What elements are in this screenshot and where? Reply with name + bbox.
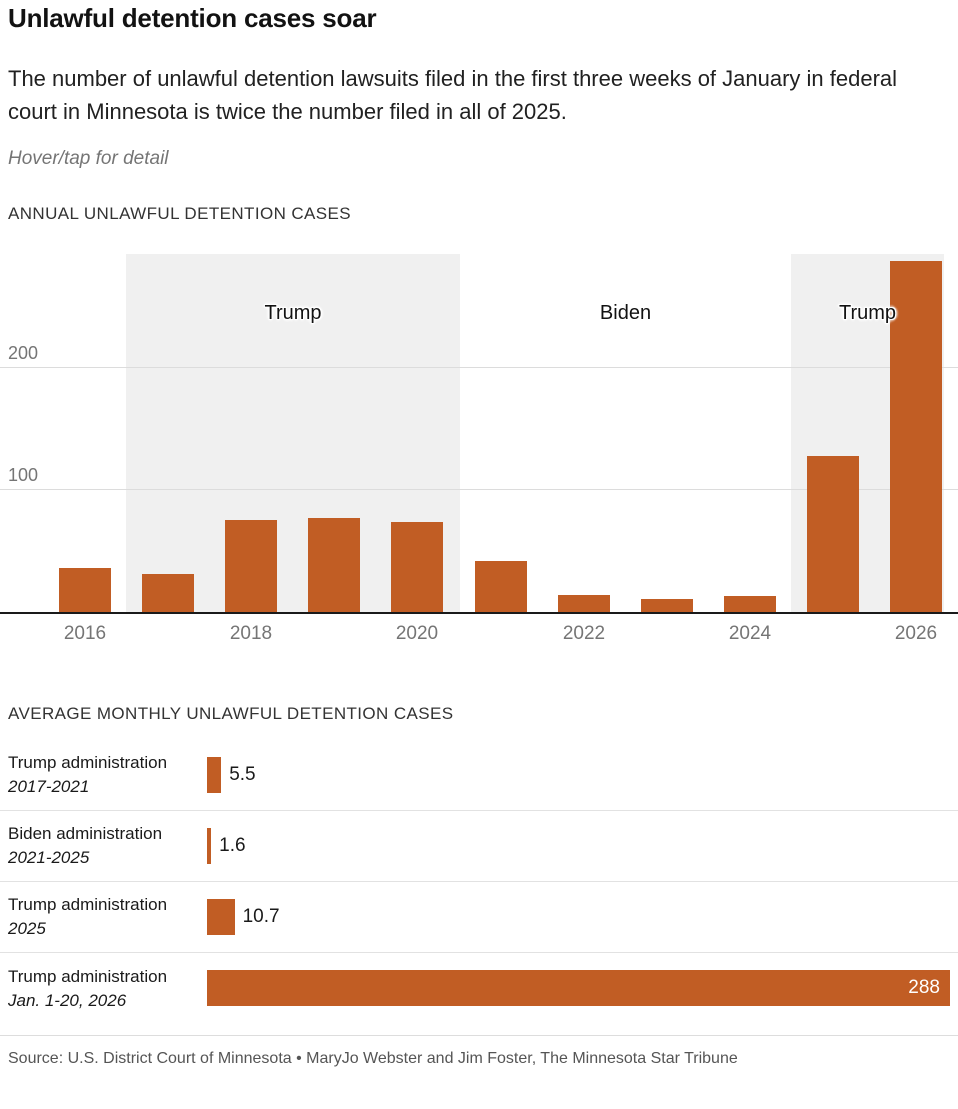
monthly-bar-area: 5.5 — [207, 756, 950, 793]
annual-bar-2024[interactable] — [724, 595, 776, 612]
y-tick-label: 200 — [8, 342, 39, 363]
annual-section-label: ANNUAL UNLAWFUL DETENTION CASES — [8, 203, 352, 223]
gridline — [0, 488, 958, 490]
source-credit: Source: U.S. District Court of Minnesota… — [0, 1034, 958, 1080]
monthly-bar[interactable]: 288 — [207, 970, 950, 1007]
monthly-bar-area: 288 — [207, 970, 950, 1007]
monthly-section-label: AVERAGE MONTHLY UNLAWFUL DETENTION CASES — [8, 703, 454, 723]
monthly-row-label: Trump administration 2017-2021 — [8, 752, 207, 798]
era-label-biden: Biden — [599, 301, 652, 324]
administration-name: Trump administration — [8, 753, 168, 773]
annual-bar-2021[interactable] — [475, 560, 527, 612]
monthly-bar-area: 10.7 — [207, 898, 950, 935]
monthly-row-label: Biden administration 2021-2025 — [8, 823, 207, 869]
monthly-value-label: 288 — [908, 977, 940, 999]
administration-period: 2025 — [8, 919, 46, 939]
monthly-bar-area: 1.6 — [207, 827, 950, 864]
era-label-trump: Trump — [264, 301, 322, 324]
monthly-value-label: 5.5 — [229, 763, 256, 785]
y-tick-label: 100 — [8, 464, 39, 485]
chart-subtitle: The number of unlawful detention lawsuit… — [8, 65, 898, 124]
monthly-row: Trump administration Jan. 1-20, 2026 288 — [0, 953, 958, 1024]
annual-bar-2019[interactable] — [308, 517, 360, 612]
annual-bar-2017[interactable] — [142, 573, 194, 612]
annual-bar-2018[interactable] — [225, 519, 277, 612]
annual-x-axis: 2016 2018 2020 2022 2024 2026 — [0, 614, 958, 650]
chart-card: Unlawful detention cases soar The number… — [0, 3, 958, 1080]
annual-bar-2016[interactable] — [59, 567, 111, 612]
monthly-value-label: 1.6 — [219, 834, 246, 856]
monthly-row: Trump administration 2025 10.7 — [0, 882, 958, 953]
administration-period: 2017-2021 — [8, 777, 90, 797]
x-tick-label: 2024 — [728, 622, 772, 644]
administration-name: Trump administration — [8, 966, 168, 986]
monthly-row: Trump administration 2017-2021 5.5 — [0, 740, 958, 811]
annual-bar-2020[interactable] — [391, 521, 443, 612]
x-tick-label: 2016 — [63, 622, 107, 644]
administration-period: Jan. 1-20, 2026 — [8, 990, 127, 1010]
monthly-row-label: Trump administration 2025 — [8, 894, 207, 940]
page-title: Unlawful detention cases soar — [8, 3, 377, 33]
annual-bar-2022[interactable] — [558, 594, 610, 612]
monthly-row: Biden administration 2021-2025 1.6 — [0, 811, 958, 882]
monthly-value-label: 10.7 — [242, 905, 280, 927]
monthly-rows: Trump administration 2017-2021 5.5 Biden ad… — [0, 740, 958, 1024]
monthly-row-label: Trump administration Jan. 1-20, 2026 — [8, 966, 207, 1012]
administration-period: 2021-2025 — [8, 848, 90, 868]
x-tick-label: 2026 — [894, 622, 938, 644]
x-tick-label: 2022 — [562, 622, 606, 644]
monthly-bar[interactable] — [207, 898, 235, 935]
era-label-trump: Trump — [838, 301, 897, 324]
annual-bar-2026[interactable] — [890, 260, 942, 612]
annual-plot: 100 200 Trump Biden Trump — [0, 253, 958, 614]
hover-note: Hover/tap for detail — [8, 147, 169, 169]
x-tick-label: 2020 — [395, 622, 439, 644]
x-tick-label: 2018 — [229, 622, 273, 644]
monthly-bar[interactable] — [207, 827, 212, 864]
annual-bar-2025[interactable] — [807, 455, 859, 612]
monthly-bar[interactable] — [207, 756, 222, 793]
annual-bar-2023[interactable] — [641, 598, 693, 612]
gridline — [0, 366, 958, 368]
administration-name: Trump administration — [8, 895, 168, 915]
administration-name: Biden administration — [8, 824, 163, 844]
